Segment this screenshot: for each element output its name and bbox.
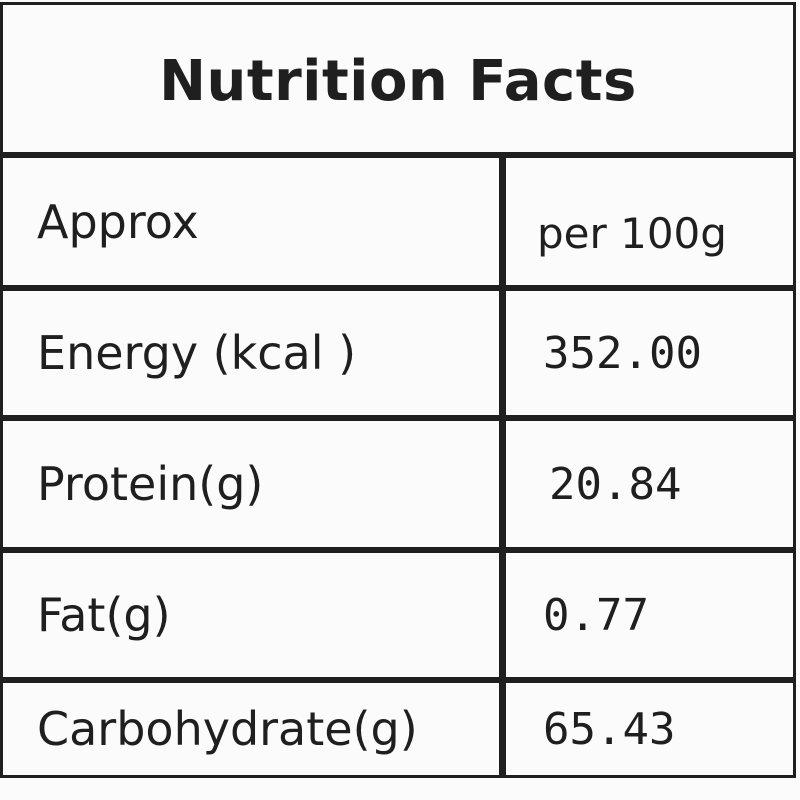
header-label: Approx [37, 194, 199, 249]
divider [3, 152, 793, 158]
divider [3, 677, 793, 683]
header-value: per 100g [537, 209, 727, 258]
column-divider [499, 155, 506, 775]
row-value: 65.43 [543, 703, 676, 755]
divider [3, 415, 793, 421]
row-value: 0.77 [543, 589, 649, 641]
divider [3, 547, 793, 553]
row-label: Energy (kcal ) [37, 326, 357, 380]
row-value: 352.00 [543, 327, 702, 379]
row-label: Carbohydrate(g) [37, 702, 418, 756]
row-value: 20.84 [549, 458, 682, 510]
row-label: Protein(g) [37, 457, 264, 511]
divider [3, 285, 793, 291]
row-label: Fat(g) [37, 588, 171, 642]
table-title: Nutrition Facts [159, 48, 637, 114]
title-row: Nutrition Facts [3, 5, 793, 155]
nutrition-table: Nutrition Facts Approx per 100g Energy (… [0, 2, 796, 778]
